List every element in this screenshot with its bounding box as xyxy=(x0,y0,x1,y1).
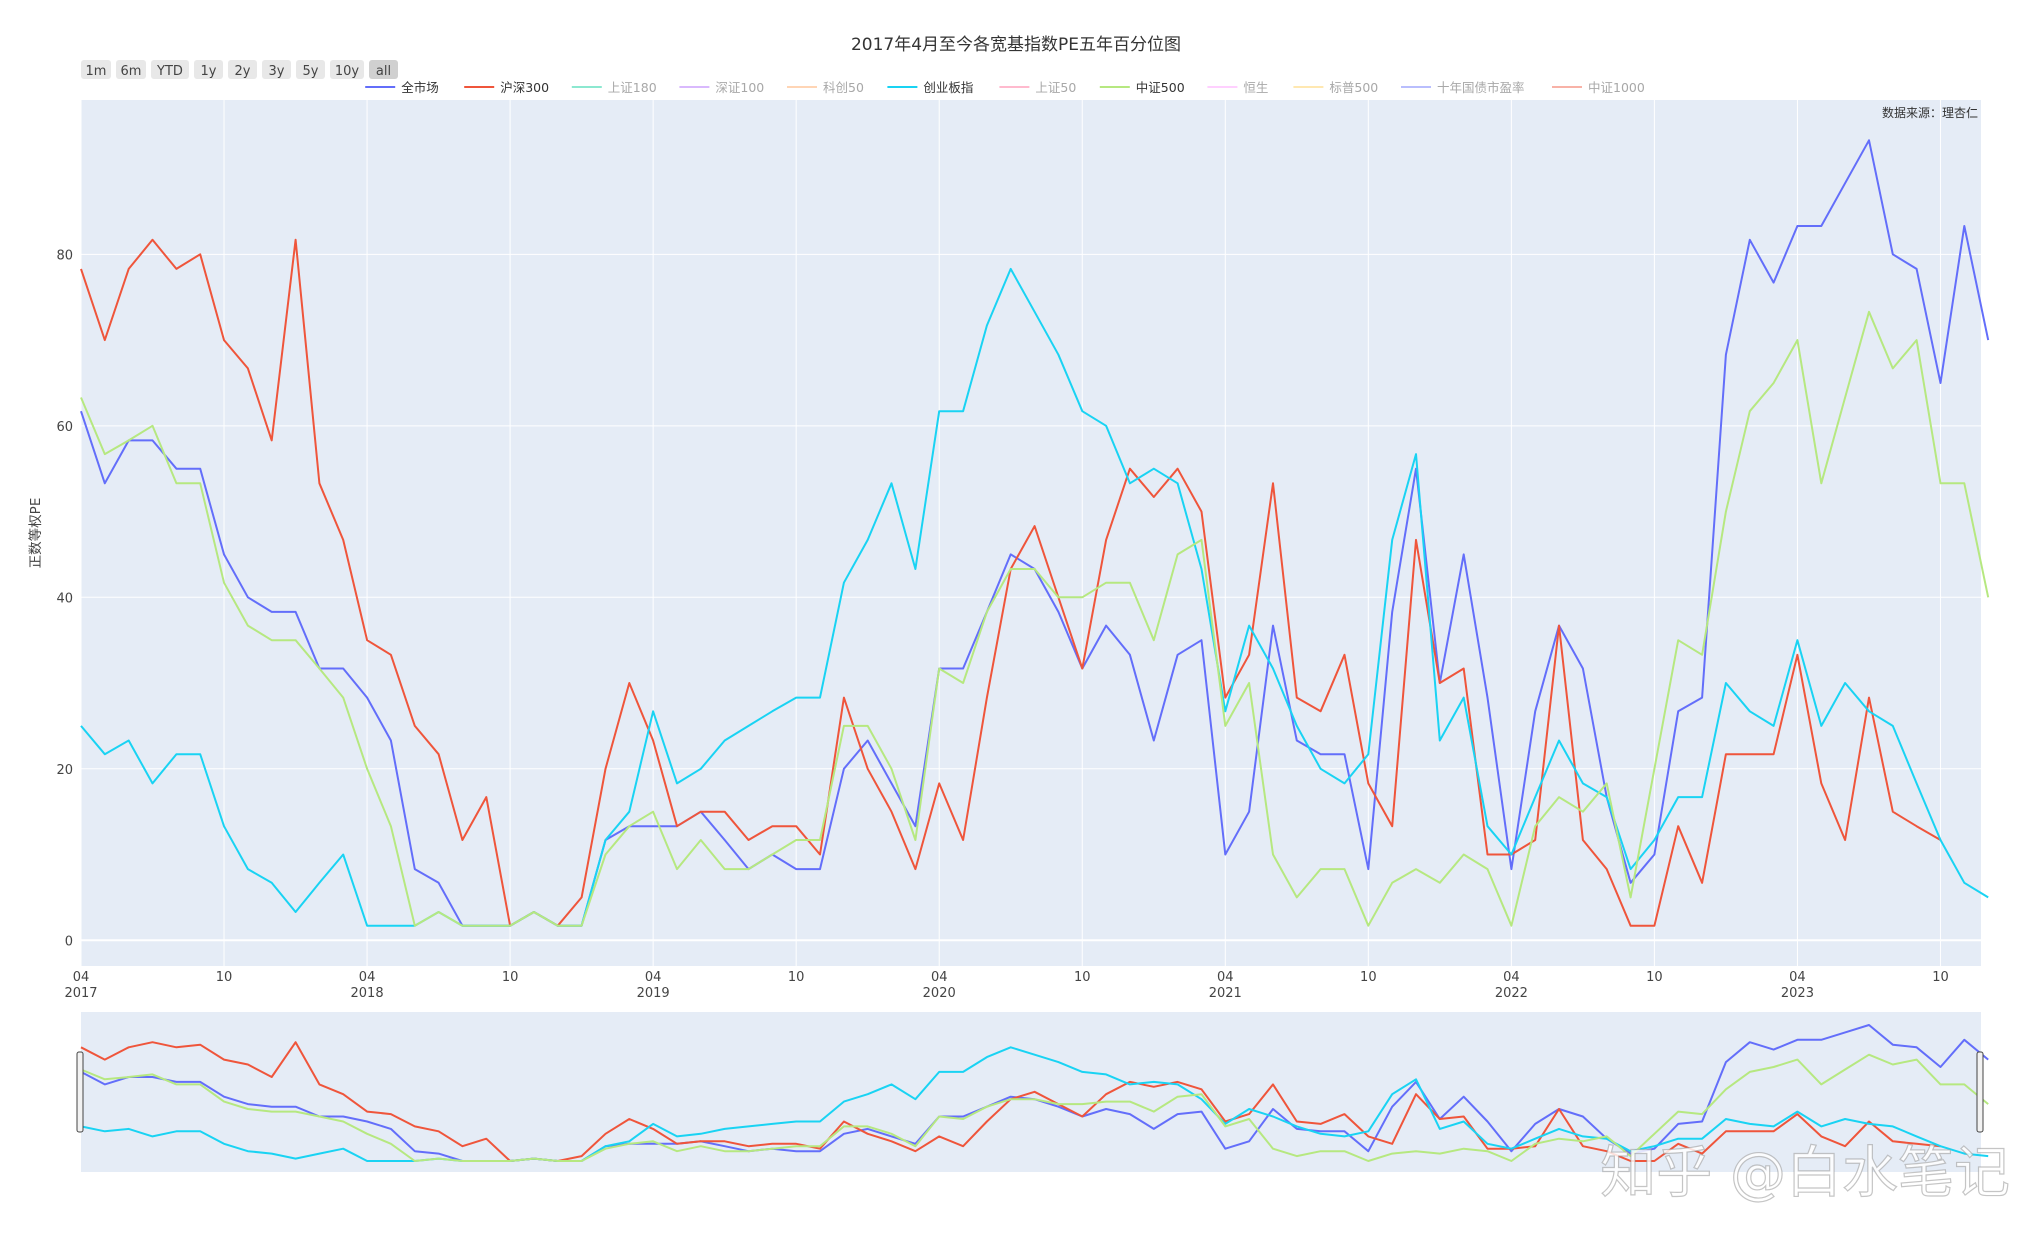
range-slider-line-2 xyxy=(80,1046,1989,1162)
legend-item-1[interactable]: 沪深300 xyxy=(464,80,549,95)
range-button-YTD[interactable]: YTD xyxy=(151,60,189,79)
range-button-label: 10y xyxy=(335,64,360,79)
x-tick-year: 2021 xyxy=(1209,986,1242,1001)
source-note: 数据来源：理杏仁 xyxy=(1882,105,1978,120)
range-button-label: YTD xyxy=(156,64,183,79)
x-tick-label: 10 xyxy=(216,970,233,985)
legend-label: 中证500 xyxy=(1136,80,1185,95)
legend-label: 科创50 xyxy=(823,80,864,95)
legend-label: 沪深300 xyxy=(500,80,549,95)
range-button-label: 2y xyxy=(235,64,251,79)
x-tick-label: 10 xyxy=(1646,970,1663,985)
legend-item-7[interactable]: 中证500 xyxy=(1099,80,1185,95)
legend-label: 上证50 xyxy=(1035,80,1076,95)
x-tick-label: 10 xyxy=(1074,970,1091,985)
x-tick-year: 2019 xyxy=(637,986,670,1001)
range-button-1y[interactable]: 1y xyxy=(194,60,223,79)
legend-label: 创业板指 xyxy=(923,80,973,95)
legend-label: 全市场 xyxy=(401,80,439,95)
series-layer xyxy=(80,139,1990,927)
legend-item-2[interactable]: 上证180 xyxy=(571,80,657,95)
legend-label: 标普500 xyxy=(1329,80,1378,95)
range-button-1m[interactable]: 1m xyxy=(81,60,111,79)
range-button-all[interactable]: all xyxy=(369,60,398,79)
legend: 全市场 沪深300 上证180 深证100 科创50 创业板指 上证50 中证500 恒生 标普5… xyxy=(365,80,1645,95)
range-button-label: 1m xyxy=(86,64,107,79)
legend-item-10[interactable]: 十年国债市盈率 xyxy=(1401,80,1525,95)
x-tick-year: 2020 xyxy=(923,986,956,1001)
series-line-3[interactable] xyxy=(80,310,1990,927)
y-tick-label: 0 xyxy=(65,934,73,949)
range-button-label: 5y xyxy=(303,64,319,79)
range-slider-series xyxy=(80,1024,1989,1162)
legend-item-11[interactable]: 中证1000 xyxy=(1552,80,1645,95)
x-tick-label: 10 xyxy=(1360,970,1377,985)
watermark: 知乎 @白水笔记 xyxy=(1600,1141,2010,1206)
x-tick-year: 2017 xyxy=(64,986,97,1001)
x-tick-label: 04 xyxy=(1217,970,1234,985)
x-tick-year: 2023 xyxy=(1781,986,1814,1001)
range-button-5y[interactable]: 5y xyxy=(296,60,325,79)
x-tick-year: 2022 xyxy=(1495,986,1528,1001)
range-slider-line-3 xyxy=(80,1053,1989,1162)
legend-label: 恒生 xyxy=(1243,80,1268,95)
range-slider-right-handle[interactable] xyxy=(1976,1051,1984,1133)
x-tick-label: 04 xyxy=(73,970,90,985)
grid xyxy=(80,100,1981,966)
range-button-10y[interactable]: 10y xyxy=(330,60,364,79)
x-tick-label: 10 xyxy=(788,970,805,985)
x-tick-label: 04 xyxy=(359,970,376,985)
x-tick-label: 04 xyxy=(1503,970,1520,985)
legend-item-8[interactable]: 恒生 xyxy=(1207,80,1268,95)
legend-item-6[interactable]: 上证50 xyxy=(999,80,1076,95)
range-button-label: 3y xyxy=(269,64,285,79)
legend-label: 上证180 xyxy=(608,80,657,95)
chart-title: 2017年4月至今各宽基指数PE五年百分位图 xyxy=(851,35,1181,55)
range-selector: 1m 6m YTD 1y 2y 3y 5y 10y all xyxy=(81,60,398,79)
legend-label: 深证100 xyxy=(715,80,764,95)
range-slider-left-handle[interactable] xyxy=(76,1051,84,1133)
range-button-3y[interactable]: 3y xyxy=(262,60,291,79)
range-button-2y[interactable]: 2y xyxy=(228,60,257,79)
range-button-label: 6m xyxy=(121,64,142,79)
series-line-2[interactable] xyxy=(80,267,1989,927)
x-tick-label: 04 xyxy=(1789,970,1806,985)
x-tick-year: 2018 xyxy=(351,986,384,1001)
y-tick-label: 40 xyxy=(56,591,73,606)
x-tick-label: 04 xyxy=(931,970,948,985)
legend-label: 中证1000 xyxy=(1588,80,1645,95)
y-tick-label: 80 xyxy=(56,248,73,263)
legend-label: 十年国债市盈率 xyxy=(1437,80,1525,95)
legend-item-4[interactable]: 科创50 xyxy=(787,80,864,95)
legend-item-0[interactable]: 全市场 xyxy=(365,80,439,95)
y-tick-label: 60 xyxy=(56,420,73,435)
y-axis-title: 正数等权PE xyxy=(27,498,44,569)
legend-item-3[interactable]: 深证100 xyxy=(679,80,764,95)
range-button-6m[interactable]: 6m xyxy=(116,60,146,79)
x-tick-label: 10 xyxy=(502,970,519,985)
x-tick-label: 10 xyxy=(1932,970,1949,985)
x-tick-label: 04 xyxy=(645,970,662,985)
range-button-label: 1y xyxy=(201,64,217,79)
legend-item-5[interactable]: 创业板指 xyxy=(887,80,973,95)
y-tick-label: 20 xyxy=(56,763,73,778)
legend-item-9[interactable]: 标普500 xyxy=(1293,80,1378,95)
range-button-label: all xyxy=(376,64,391,79)
